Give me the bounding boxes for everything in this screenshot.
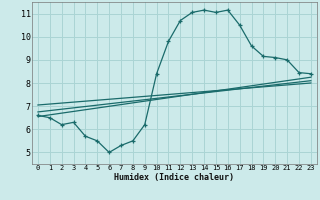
- X-axis label: Humidex (Indice chaleur): Humidex (Indice chaleur): [115, 173, 234, 182]
